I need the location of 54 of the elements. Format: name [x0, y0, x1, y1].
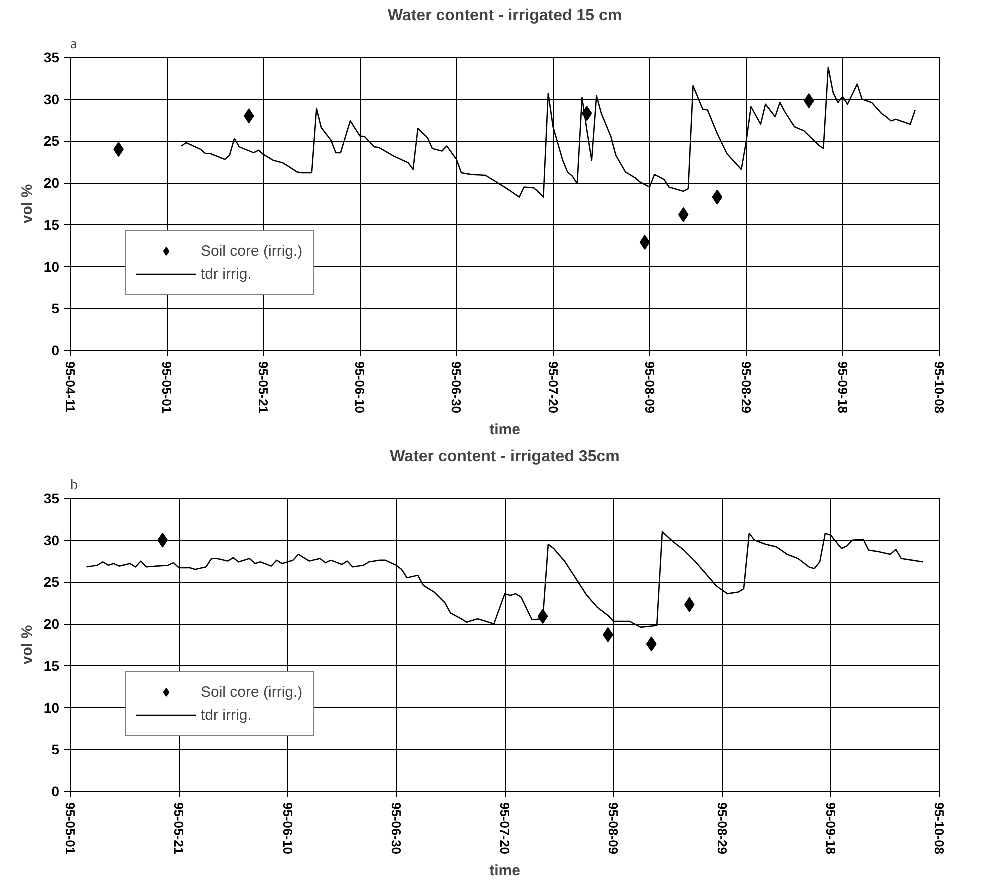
y-tick-label: 30	[44, 91, 60, 108]
y-tick-label: 5	[52, 300, 60, 317]
y-axis-title: vol %	[18, 625, 36, 665]
x-tick-label: 95-08-09	[606, 802, 622, 855]
point	[804, 94, 814, 109]
text: a	[70, 36, 78, 52]
point	[244, 108, 254, 124]
x-tick-label: 95-05-01	[160, 362, 175, 414]
y-tick-label: 15	[44, 658, 60, 674]
y-tick-label: 35	[44, 490, 60, 506]
point	[640, 235, 650, 250]
y-tick-label: 20	[44, 175, 60, 192]
y-tick-label: 5	[52, 742, 60, 758]
x-tick-label: 95-07-20	[498, 802, 512, 855]
text: b	[70, 478, 78, 494]
legend-label: tdr irrig.	[201, 706, 252, 724]
legend-label: Soil core (irrig.)	[201, 242, 303, 260]
point	[684, 597, 695, 612]
y-axis-title: vol %	[18, 184, 36, 224]
y-tick-label: 30	[44, 532, 60, 548]
point	[646, 636, 657, 652]
point	[678, 207, 689, 222]
x-tick-label: 95-05-21	[256, 362, 272, 414]
x-axis-title: time	[490, 862, 520, 880]
x-tick-label: 95-09-18	[835, 362, 850, 414]
x-tick-label: 95-06-10	[352, 362, 368, 414]
y-tick-label: 35	[44, 50, 60, 66]
x-tick-label: 95-10-08	[932, 802, 947, 855]
y-tick-label: 10	[44, 258, 60, 275]
legend-label: tdr irrig.	[201, 266, 252, 282]
x-tick-label: 95-10-08	[932, 362, 947, 414]
x-tick-label: 95-08-29	[738, 362, 754, 414]
y-tick-label: 0	[52, 784, 60, 800]
x-tick-label: 95-08-09	[642, 362, 658, 414]
x-axis-title: time	[490, 422, 520, 439]
x-tick-label: 95-08-29	[714, 802, 730, 855]
x-tick-label: 95-06-10	[280, 802, 296, 855]
x-tick-label: 95-05-01	[63, 802, 78, 855]
y-tick-label: 25	[44, 574, 60, 590]
x-tick-label: 95-09-18	[823, 802, 838, 855]
y-tick-label: 0	[52, 342, 60, 358]
legend-label: Soil core (irrig.)	[201, 684, 303, 700]
y-tick-label: 10	[44, 700, 60, 716]
x-tick-label: 95-05-21	[172, 802, 187, 855]
y-tick-label: 25	[44, 133, 60, 150]
chart-title: Water content - irrigated 15 cm	[388, 8, 622, 24]
point	[712, 190, 723, 205]
y-tick-label: 15	[44, 216, 60, 233]
chart-title: Water content - irrigated 35cm	[390, 448, 620, 466]
y-tick-label: 20	[44, 616, 60, 632]
x-tick-label: 95-06-30	[449, 362, 464, 414]
x-tick-label: 95-06-30	[388, 802, 404, 855]
x-tick-label: 95-07-20	[546, 362, 561, 414]
x-tick-label: 95-04-11	[63, 362, 78, 413]
